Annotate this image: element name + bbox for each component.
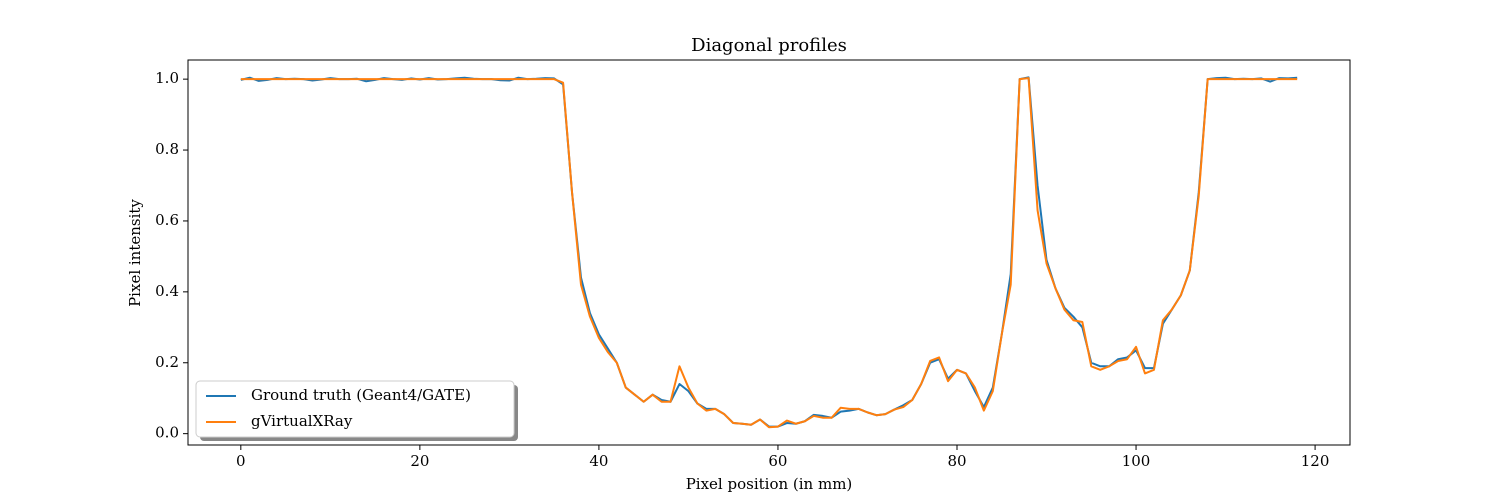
x-tick-label: 100: [1122, 452, 1151, 470]
x-tick-label: 120: [1301, 452, 1330, 470]
x-axis-label: Pixel position (in mm): [686, 475, 853, 493]
legend-label: Ground truth (Geant4/GATE): [251, 386, 471, 404]
y-tick-label: 1.0: [155, 69, 179, 87]
x-tick-label: 60: [768, 452, 787, 470]
y-tick-label: 0.4: [155, 282, 179, 300]
series-line: [240, 77, 1298, 429]
x-tick-label: 0: [236, 452, 246, 470]
x-tick-label: 80: [947, 452, 966, 470]
y-tick-label: 0.8: [155, 140, 179, 158]
y-tick-label: 0.6: [155, 211, 179, 229]
x-tick-label: 40: [589, 452, 608, 470]
y-axis-label: Pixel intensity: [126, 199, 144, 307]
legend-label: gVirtualXRay: [251, 412, 353, 430]
y-tick-label: 0.0: [155, 424, 179, 442]
chart-title: Diagonal profiles: [691, 35, 847, 56]
x-tick-label: 20: [410, 452, 429, 470]
legend: Ground truth (Geant4/GATE) gVirtualXRay: [195, 380, 518, 441]
legend-box: [195, 380, 515, 438]
plot-frame: [187, 59, 1351, 446]
y-tick-label: 0.2: [155, 353, 179, 371]
